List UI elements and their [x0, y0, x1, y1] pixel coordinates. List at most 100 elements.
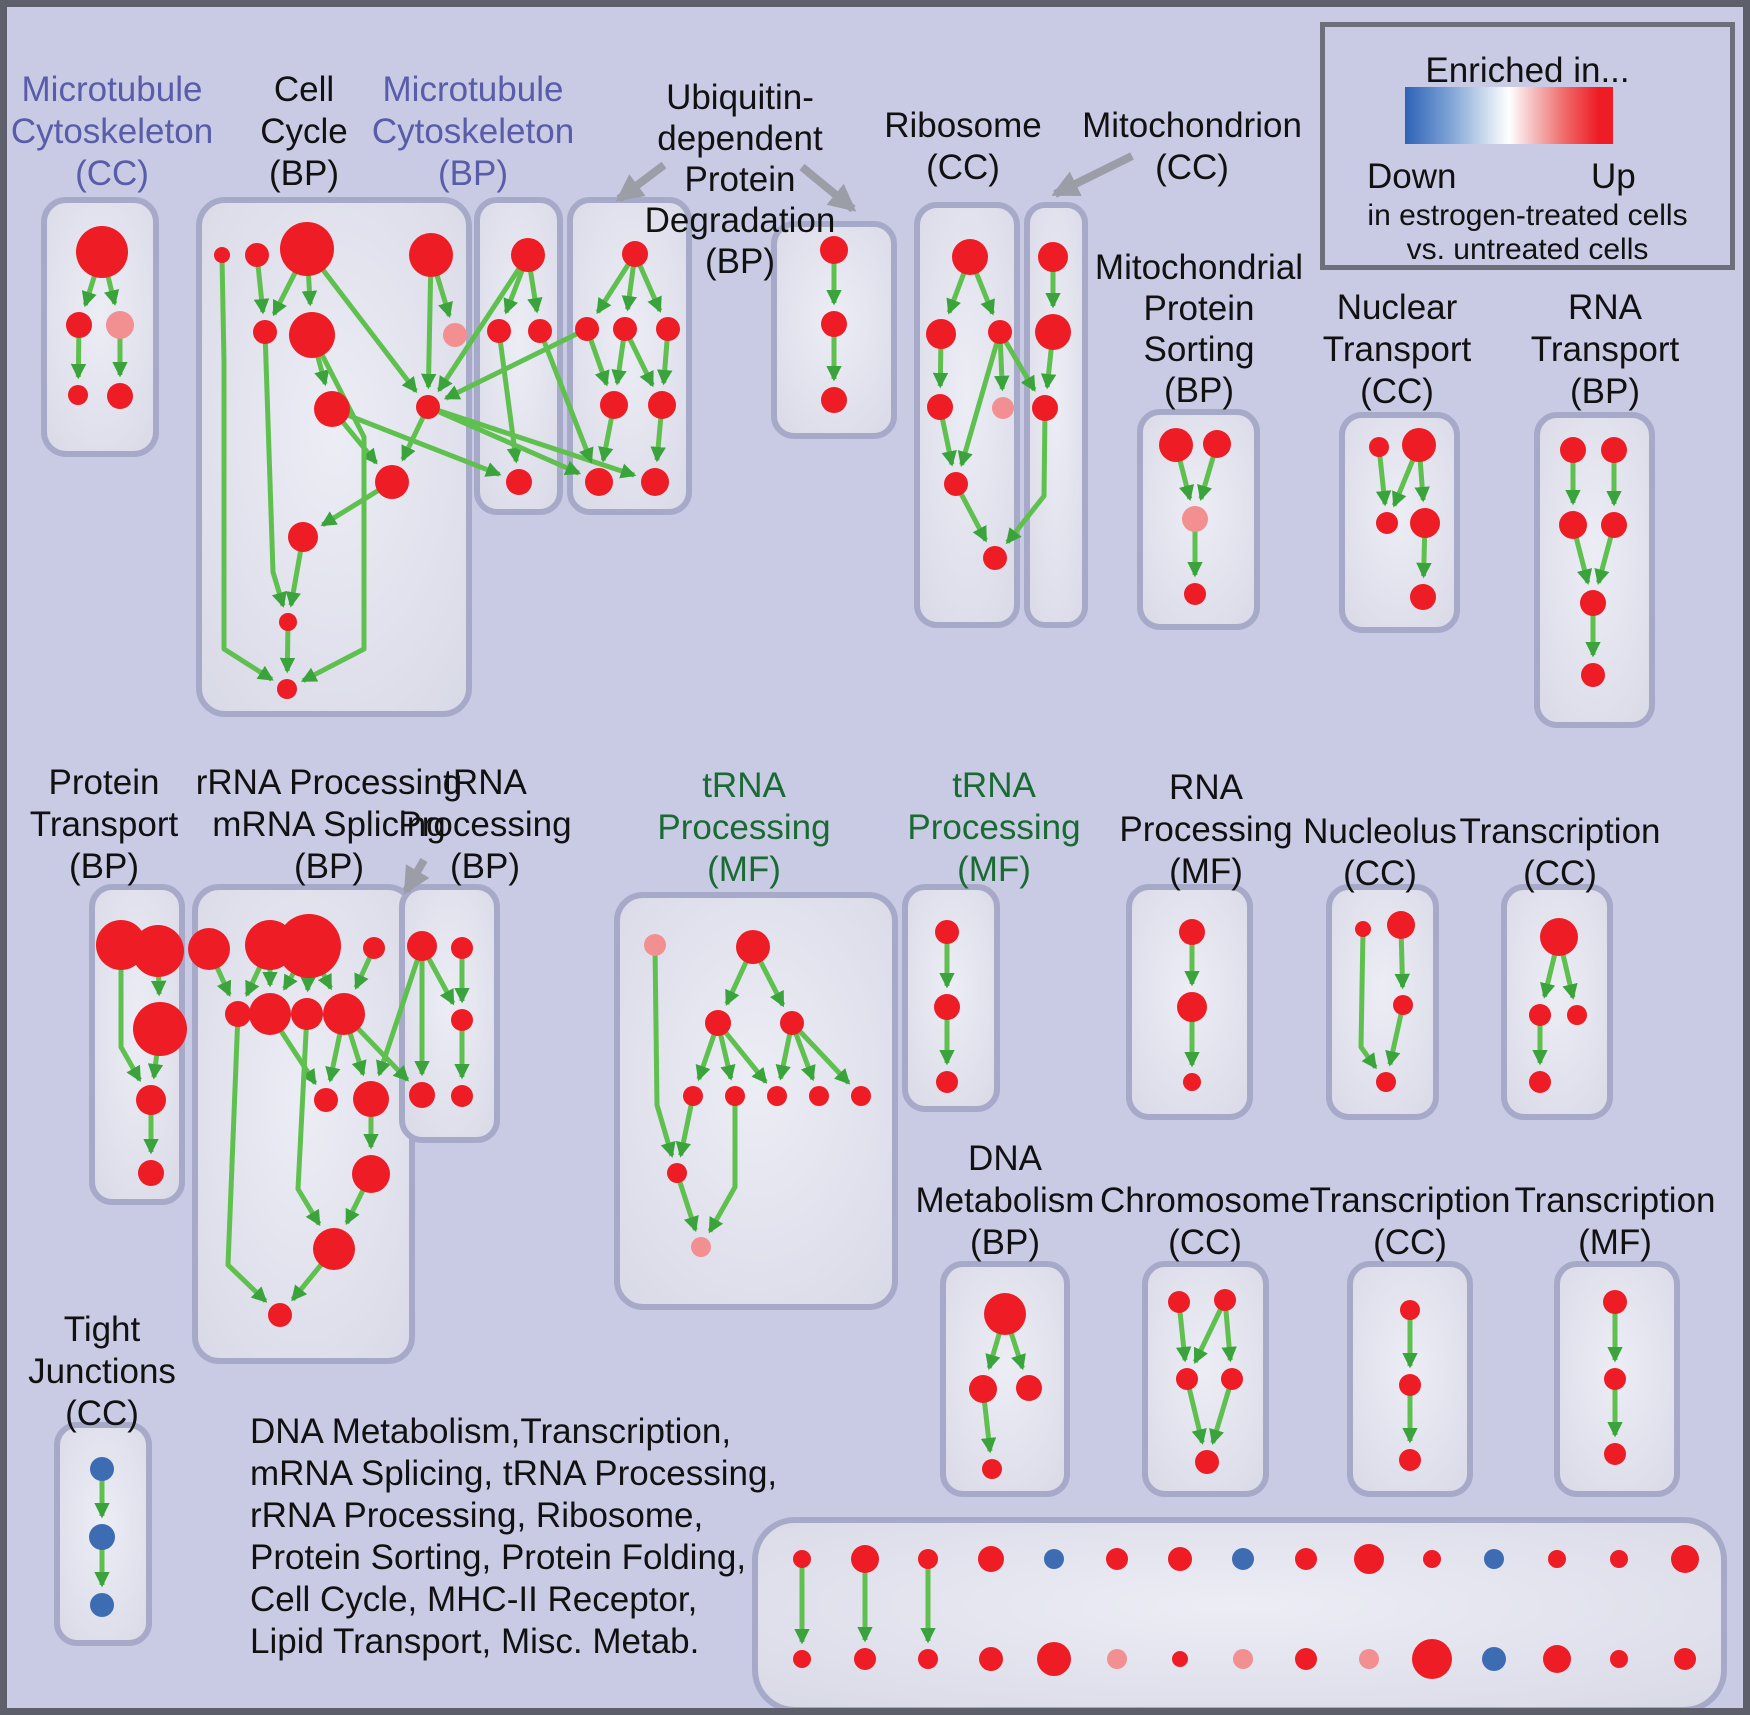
go-term-node-trna-processing-bp: [407, 931, 437, 961]
edge-trna-processing-mf-large: [652, 954, 676, 1158]
edge-ribosome-cc: [958, 492, 988, 543]
cluster-label-trna-processing-mf-2: tRNA: [952, 766, 1036, 805]
cross-edge: [436, 267, 522, 393]
edge-ribosome-cc: [973, 271, 995, 316]
cluster-label-ubiquitin-degradation-bp: Degradation: [645, 201, 836, 240]
cluster-label-microtubule-cytoskeleton-cc: Cytoskeleton: [11, 112, 213, 151]
cluster-label-mitochondrion-cc: Mitochondrion: [1082, 106, 1302, 145]
cluster-label-cell-cycle-bp: (BP): [269, 154, 339, 193]
cluster-label-nuclear-transport-cc: Nuclear: [1337, 288, 1458, 327]
go-term-node-trna-processing-mf-large: [725, 1086, 745, 1106]
edge-ubiquitin-degradation-a: [657, 339, 673, 386]
go-term-node-misc-group-row: [1232, 1548, 1254, 1570]
misc-annotation-block: DNA Metabolism,Transcription, mRNA Splici…: [250, 1411, 777, 1663]
go-term-node-trna-processing-bp: [451, 937, 473, 959]
cluster-box-transcription-cc-mid: [1501, 884, 1613, 1120]
edge-rrna-processing-mrna-splicing-bp: [353, 956, 373, 990]
go-term-node-mitochondrial-protein-sorting-bp: [1203, 430, 1231, 458]
cluster-label-tight-junctions-cc: Junctions: [28, 1352, 176, 1391]
cluster-label-microtubule-cytoskeleton-bp: Cytoskeleton: [372, 112, 574, 151]
edge-microtubule-cytoskeleton-bp: [527, 270, 543, 314]
edge-dna-metabolism-bp: [980, 1401, 997, 1454]
cluster-label-rna-processing-mf: Processing: [1119, 810, 1292, 849]
go-term-node-protein-transport-bp: [132, 925, 184, 977]
go-term-node-protein-transport-bp: [136, 1085, 166, 1115]
cluster-label-transcription-mf: Transcription: [1515, 1181, 1716, 1220]
edge-trna-processing-mf-large: [707, 1105, 738, 1234]
go-term-node-misc-group-row: [1044, 1549, 1064, 1569]
go-term-node-rna-processing-mf: [1177, 992, 1207, 1022]
edge-nuclear-transport-cc: [1391, 458, 1416, 508]
misc-annotation-line: mRNA Splicing, tRNA Processing,: [250, 1454, 778, 1493]
edge-cell-cycle-bp: [285, 550, 304, 608]
go-term-node-ubiquitin-degradation-a: [622, 241, 648, 267]
edge-ubiquitin-degradation-a: [588, 338, 610, 387]
go-term-node-ribosome-cc: [983, 546, 1007, 570]
go-term-node-rrna-processing-mrna-splicing-bp: [353, 1081, 389, 1117]
label-pointer-arrow-icon: [402, 857, 430, 895]
edge-microtubule-cytoskeleton-cc: [70, 336, 87, 380]
go-term-node-ubiquitin-degradation-b: [821, 387, 847, 413]
go-term-node-cell-cycle-bp: [409, 233, 453, 277]
edge-rna-transport-bp: [1573, 536, 1593, 585]
go-term-node-mitochondrial-protein-sorting-bp: [1182, 506, 1208, 532]
go-term-node-transcription-cc-bottom: [1400, 1300, 1420, 1320]
edge-trna-processing-mf-large: [718, 1034, 736, 1081]
cluster-label-trna-processing-mf-1: tRNA: [702, 766, 786, 805]
go-term-node-ubiquitin-degradation-a: [600, 391, 628, 419]
cluster-label-transcription-cc-bottom: Transcription: [1310, 1181, 1511, 1220]
go-term-node-rna-transport-bp: [1580, 590, 1606, 616]
cross-edge: [1003, 340, 1037, 392]
cluster-label-transcription-cc-bottom: (CC): [1373, 1223, 1447, 1262]
go-term-node-tight-junctions-cc: [89, 1524, 115, 1550]
go-term-node-rna-transport-bp: [1559, 511, 1587, 539]
go-term-node-misc-group-row: [978, 1546, 1004, 1572]
go-term-node-trna-processing-mf-large: [691, 1237, 711, 1257]
cluster-label-trna-processing-bp: tRNA: [443, 763, 527, 802]
go-term-node-ubiquitin-degradation-a: [613, 317, 637, 341]
cluster-label-mitochondrial-protein-sorting-bp: Protein: [1144, 289, 1255, 328]
go-term-node-tight-junctions-cc: [90, 1593, 114, 1617]
go-term-node-cell-cycle-bp: [253, 320, 277, 344]
legend-title: Enriched in...: [1425, 51, 1630, 90]
go-term-node-mitochondrial-protein-sorting-bp: [1159, 428, 1193, 462]
go-term-node-tight-junctions-cc: [90, 1457, 114, 1481]
go-term-node-trna-processing-mf-large: [809, 1086, 829, 1106]
cluster-label-trna-processing-mf-1: (MF): [707, 850, 781, 889]
go-term-node-cell-cycle-bp: [280, 222, 334, 276]
cluster-label-mitochondrial-protein-sorting-bp: (BP): [1164, 371, 1234, 410]
cluster-label-chromosome-cc: (CC): [1168, 1223, 1242, 1262]
edge-dna-metabolism-bp: [1008, 1332, 1026, 1371]
go-term-node-misc-group-row: [1295, 1648, 1317, 1670]
edge-mitochondrion-cc: [1040, 348, 1057, 390]
go-term-node-misc-group-row: [1674, 1648, 1696, 1670]
edge-rrna-processing-mrna-splicing-bp: [295, 1028, 322, 1227]
cluster-label-cell-cycle-bp: Cycle: [260, 112, 348, 151]
go-term-node-trna-processing-bp: [409, 1082, 435, 1108]
go-term-node-misc-group-row: [1359, 1649, 1379, 1669]
edge-microtubule-cytoskeleton-bp: [497, 341, 523, 464]
cluster-label-ubiquitin-degradation-bp: dependent: [657, 119, 823, 158]
go-term-node-microtubule-cytoskeleton-bp: [506, 469, 532, 495]
edge-protein-transport-bp: [150, 975, 167, 997]
cluster-box-misc-group-row: [752, 1517, 1727, 1708]
go-term-node-rrna-processing-mrna-splicing-bp: [291, 998, 323, 1030]
go-term-node-mitochondrial-protein-sorting-bp: [1184, 583, 1206, 605]
cluster-label-rna-processing-mf: (MF): [1169, 852, 1243, 891]
edge-ubiquitin-degradation-a: [598, 417, 614, 463]
go-term-node-cell-cycle-bp: [375, 465, 409, 499]
go-term-node-misc-group-row: [1543, 1645, 1571, 1673]
cluster-label-microtubule-cytoskeleton-cc: (CC): [75, 154, 149, 193]
go-term-node-nucleolus-cc: [1387, 911, 1415, 939]
go-term-node-ubiquitin-degradation-b: [820, 236, 848, 264]
edge-ribosome-cc: [939, 418, 957, 467]
go-term-node-nuclear-transport-cc: [1369, 437, 1389, 457]
go-term-node-rrna-processing-mrna-splicing-bp: [313, 1228, 355, 1270]
go-term-node-trna-processing-bp: [451, 1009, 473, 1031]
edge-cell-cycle-bp: [301, 274, 318, 307]
go-term-node-cell-cycle-bp: [277, 679, 297, 699]
go-term-node-trna-processing-mf-large: [683, 1086, 703, 1106]
cluster-label-protein-transport-bp: (BP): [69, 847, 139, 886]
go-term-node-chromosome-cc: [1168, 1291, 1190, 1313]
